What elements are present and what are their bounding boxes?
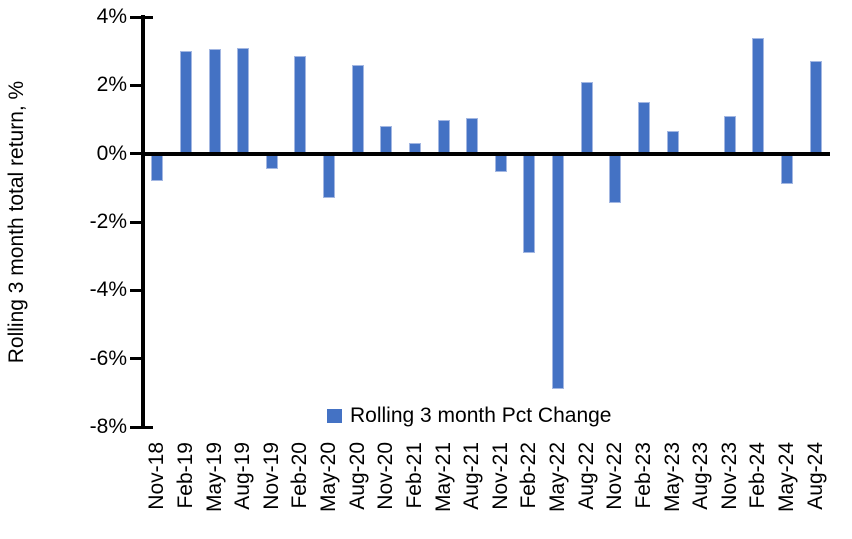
x-axis-zero-line [141, 152, 830, 156]
bar-Feb-24 [752, 37, 765, 154]
x-tick-label: Feb-19 [173, 442, 197, 509]
x-tick-label: Aug-23 [689, 442, 713, 510]
y-tick-mark [130, 83, 143, 87]
x-tick-label: Feb-20 [288, 442, 312, 509]
bar-Aug-20 [351, 64, 364, 154]
bar-May-21 [437, 119, 450, 154]
x-tick-label: Feb-22 [517, 442, 541, 509]
x-tick-label: May-22 [546, 442, 570, 513]
bar-Feb-23 [637, 102, 650, 154]
y-tick-label: -2% [89, 210, 127, 233]
y-tick-label: 4% [96, 5, 127, 28]
y-tick-label: 2% [96, 73, 127, 97]
legend-label: Rolling 3 month Pct Change [350, 404, 612, 427]
x-tick-label: May-20 [317, 442, 341, 513]
bar-Aug-24 [809, 61, 822, 154]
y-tick-mark [130, 357, 143, 361]
y-tick-mark [130, 220, 143, 224]
x-tick-label: Nov-21 [488, 442, 512, 510]
x-tick-label: Feb-24 [746, 442, 770, 509]
bar-May-23 [666, 131, 679, 154]
x-tick-label: Nov-22 [603, 442, 627, 510]
bar-May-19 [208, 49, 221, 154]
bar-Feb-22 [523, 153, 536, 253]
y-axis-title: Rolling 3 month total return, % [5, 80, 28, 364]
x-tick-label: May-19 [202, 442, 226, 513]
y-tick-mark [130, 152, 143, 156]
bar-Aug-19 [237, 47, 250, 154]
bar-Nov-23 [723, 116, 736, 154]
bar-May-22 [552, 153, 565, 390]
bar-Aug-22 [580, 81, 593, 154]
x-tick-label: Aug-24 [803, 442, 827, 510]
x-tick-label: May-24 [775, 442, 799, 513]
x-tick-label: Nov-23 [717, 442, 741, 510]
x-tick-label: Feb-23 [631, 442, 655, 509]
legend: Rolling 3 month Pct Change [327, 404, 612, 427]
bar-May-20 [323, 153, 336, 199]
x-tick-label: Nov-18 [145, 442, 169, 510]
bar-May-24 [781, 153, 794, 185]
y-axis-line [141, 15, 145, 429]
x-tick-label: Nov-20 [374, 442, 398, 510]
x-tick-label: Aug-20 [345, 442, 369, 510]
y-tick-label: -4% [89, 278, 127, 302]
bar-Nov-22 [609, 153, 622, 204]
x-tick-label: Feb-21 [402, 442, 426, 509]
y-tick-label: -6% [89, 346, 127, 370]
bar-Feb-20 [294, 56, 307, 154]
bar-Aug-21 [466, 117, 479, 154]
x-tick-label: May-23 [660, 442, 684, 513]
x-tick-label: Aug-22 [574, 442, 598, 510]
bar-Nov-18 [151, 153, 164, 181]
y-tick-mark [130, 288, 143, 292]
bar-Nov-20 [380, 126, 393, 154]
x-tick-label: May-21 [431, 442, 455, 513]
y-tick-label: 0% [96, 141, 127, 165]
x-tick-label: Aug-19 [231, 442, 255, 510]
legend-marker-icon [327, 409, 342, 423]
x-tick-label: Aug-21 [460, 442, 484, 510]
bar-Nov-21 [494, 153, 507, 173]
y-tick-label: -8% [89, 415, 127, 438]
x-tick-label: Nov-19 [259, 442, 283, 510]
bar-Feb-19 [179, 51, 192, 154]
